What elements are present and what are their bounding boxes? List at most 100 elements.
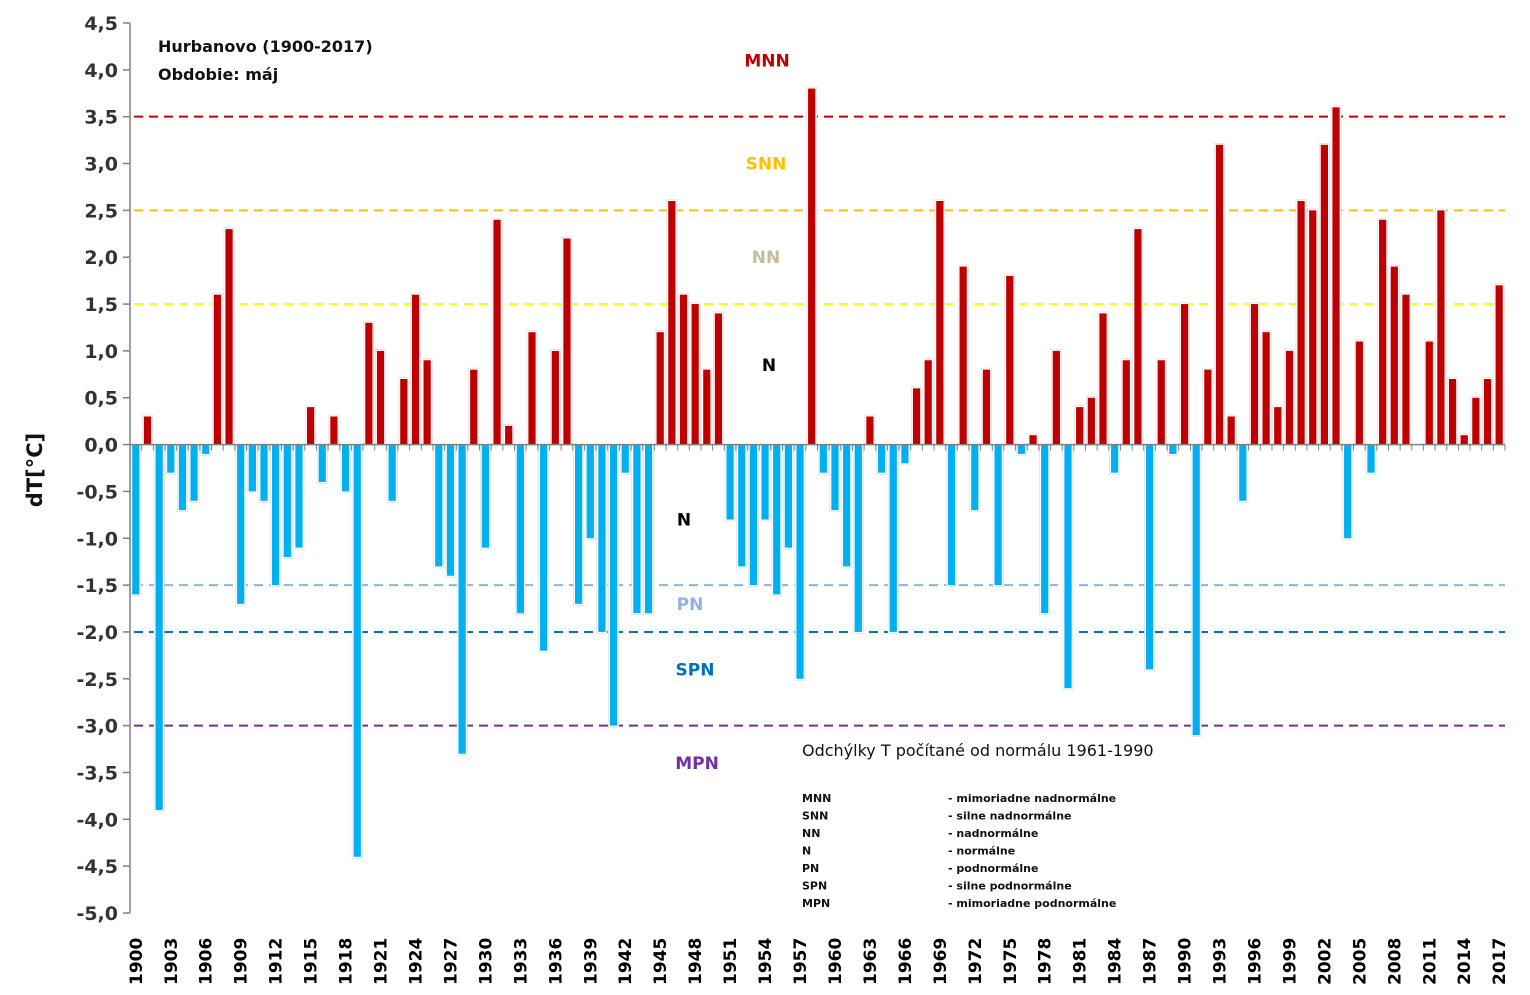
- bar-1937: [563, 238, 571, 445]
- x-tick-label: 1915: [302, 938, 322, 985]
- bar-1918: [341, 444, 350, 492]
- bar-1955: [773, 444, 781, 595]
- bar-1991: [1192, 444, 1200, 735]
- x-tick-label: 1948: [686, 938, 706, 985]
- zone-label-nn: NN: [752, 248, 780, 268]
- normal-note: Odchýlky T počítané od normálu 1961-1990: [802, 741, 1154, 760]
- bar-1958: [808, 88, 816, 445]
- bar-1984: [1111, 444, 1119, 473]
- x-tick-label: 2008: [1385, 938, 1405, 985]
- y-tick-label: 1,5: [84, 294, 118, 316]
- x-tick-label: 1930: [476, 938, 496, 985]
- bar-2009: [1402, 294, 1410, 445]
- y-tick-label: -3,5: [76, 762, 118, 784]
- bar-2013: [1448, 379, 1457, 445]
- x-tick-label: 1912: [267, 938, 287, 985]
- bar-1948: [691, 304, 699, 445]
- bar-1999: [1285, 350, 1294, 445]
- y-axis-title: dT[°C]: [23, 433, 47, 507]
- bar-1956: [784, 444, 792, 548]
- legend-code: PN: [802, 862, 819, 875]
- legend-code: SPN: [802, 880, 827, 893]
- x-tick-label: 1990: [1176, 938, 1196, 985]
- zone-label-mpn: MPN: [675, 754, 719, 774]
- bar-1994: [1227, 416, 1235, 445]
- y-tick-label: 2,0: [84, 247, 118, 269]
- legend-desc: - podnormálne: [948, 862, 1038, 875]
- zone-label-n: N: [762, 356, 776, 376]
- bar-1980: [1064, 444, 1072, 689]
- bar-1992: [1204, 369, 1212, 445]
- bar-1960: [831, 444, 839, 511]
- x-axis: 1900 1903 1906 1909 1912 1915 1918 1921 1924 1927…: [127, 443, 1510, 985]
- bar-1953: [749, 444, 758, 586]
- bar-1971: [959, 266, 967, 445]
- zone-label-n: N: [677, 511, 691, 531]
- bar-1996: [1250, 304, 1259, 445]
- x-tick-label: 2011: [1420, 938, 1440, 985]
- y-tick-label: 3,0: [84, 154, 118, 176]
- bar-1909: [237, 444, 245, 604]
- bar-1900: [132, 444, 140, 595]
- bar-1943: [633, 444, 641, 614]
- bar-2007: [1379, 219, 1387, 445]
- bar-1967: [912, 388, 921, 445]
- bar-1939: [586, 444, 594, 539]
- legend-desc: - silne podnormálne: [948, 880, 1072, 893]
- x-tick-label: 1954: [756, 938, 776, 985]
- legend-desc: - normálne: [948, 845, 1015, 858]
- bar-2016: [1483, 379, 1492, 445]
- bar-1935: [540, 444, 548, 651]
- bar-1929: [470, 369, 478, 445]
- bar-2012: [1437, 210, 1445, 445]
- bar-1914: [295, 444, 303, 548]
- bar-1938: [575, 444, 583, 604]
- bar-1965: [889, 444, 897, 632]
- x-tick-label: 1945: [651, 938, 671, 985]
- x-tick-label: 2017: [1490, 938, 1510, 985]
- bar-1987: [1145, 444, 1154, 670]
- bar-1964: [877, 444, 886, 473]
- bar-2002: [1320, 144, 1328, 445]
- bar-1949: [703, 369, 711, 445]
- bar-1930: [481, 444, 490, 548]
- x-tick-label: 1996: [1245, 938, 1265, 985]
- x-tick-label: 1936: [546, 938, 566, 985]
- y-tick-label: 1,0: [84, 341, 118, 363]
- bar-1934: [528, 332, 536, 445]
- bar-1993: [1215, 144, 1224, 445]
- x-tick-label: 1972: [966, 938, 986, 985]
- bar-1904: [178, 444, 187, 511]
- bar-1936: [551, 350, 559, 445]
- x-tick-label: 1939: [581, 938, 601, 985]
- y-tick-label: -2,5: [76, 669, 118, 691]
- legend-desc: - mimoriadne nadnormálne: [948, 792, 1116, 805]
- bar-1931: [493, 219, 501, 445]
- y-tick-label: -4,0: [76, 809, 118, 831]
- zone-label-snn: SNN: [746, 155, 787, 175]
- bar-2017: [1495, 285, 1503, 445]
- bar-2006: [1367, 444, 1375, 473]
- bar-2005: [1355, 341, 1363, 445]
- bar-1976: [1017, 444, 1026, 454]
- legend-code: MPN: [802, 897, 830, 910]
- bar-1910: [248, 444, 256, 492]
- bar-1916: [318, 444, 326, 483]
- bars: [130, 86, 1505, 859]
- x-tick-label: 1960: [826, 938, 846, 985]
- bar-1911: [260, 444, 268, 501]
- legend-desc: - silne nadnormálne: [948, 810, 1072, 823]
- bar-1950: [714, 313, 723, 445]
- bar-1975: [1006, 275, 1014, 445]
- y-tick-label: 3,5: [84, 107, 118, 129]
- x-tick-label: 1963: [861, 938, 881, 985]
- x-tick-label: 1900: [127, 938, 147, 985]
- zone-label-spn: SPN: [676, 660, 715, 680]
- x-tick-label: 1987: [1141, 938, 1161, 985]
- x-tick-label: 1909: [232, 938, 252, 985]
- bar-1974: [994, 444, 1002, 586]
- y-tick-label: 0,0: [84, 435, 118, 457]
- bar-1907: [213, 294, 222, 445]
